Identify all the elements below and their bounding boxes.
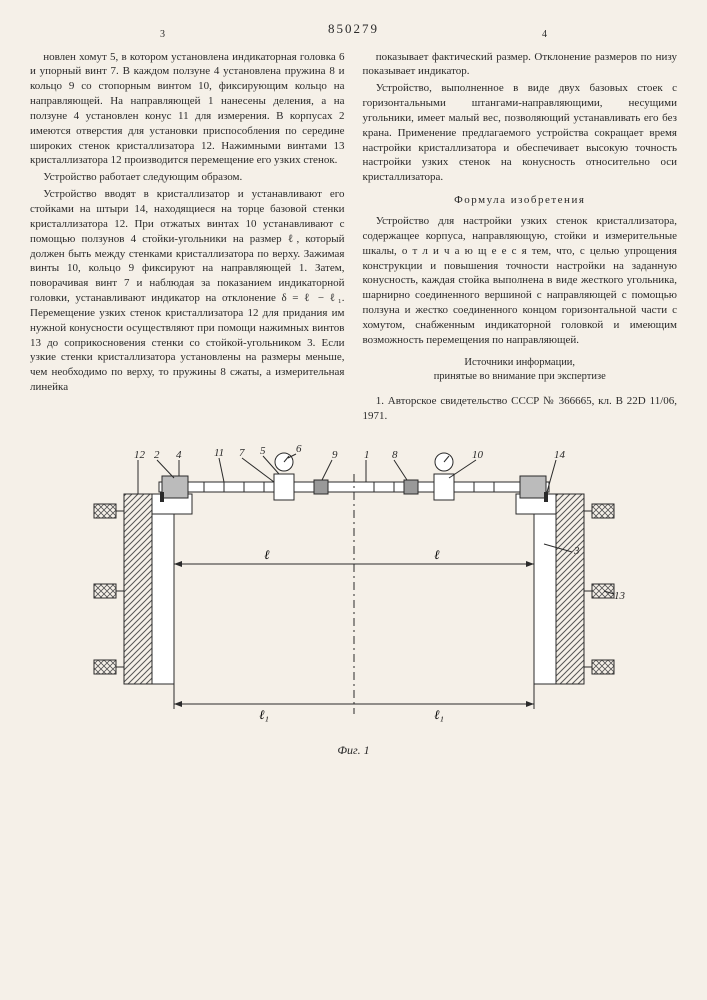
dim-l-right: ℓ [434,547,440,562]
para: новлен хомут 5, в котором установлена ин… [30,50,345,169]
para: показывает фактический размер. Отклонени… [363,50,678,80]
dim-l1-right: ℓ₁ [434,707,444,722]
para: Устройство работает следующим образом. [30,170,345,185]
body-text: новлен хомут 5, в котором установлена ин… [30,50,677,425]
label-2: 2 [154,449,160,461]
formula-body: Устройство для настройки узких стенок кр… [363,214,678,348]
label-1: 1 [364,449,370,461]
sources-line2: принятые во внимание при экспертизе [434,371,606,382]
dim-l-left: ℓ [264,547,270,562]
label-10: 10 [472,449,484,461]
label-9: 9 [332,449,338,461]
label-5: 5 [260,445,266,457]
document-number: 850279 [30,20,677,38]
page-num-left: 3 [160,28,165,42]
para: Устройство вводят в кристаллизатор и уст… [30,187,345,395]
source-item: 1. Авторское свидетельство СССР № 366665… [363,394,678,424]
figure-caption: Фиг. 1 [30,742,677,758]
sources-heading: Источники информации, принятые во вниман… [363,356,678,384]
page-num-right: 4 [542,28,547,42]
label-14: 14 [554,449,566,461]
label-12: 12 [134,449,146,461]
dim-l1-left: ℓ₁ [259,707,269,722]
label-7: 7 [239,447,245,459]
label-4: 4 [176,449,182,461]
para: Устройство, выполненное в виде двух базо… [363,81,678,185]
figure-1: ℓ ℓ ℓ₁ ℓ₁ 12 2 4 11 7 5 6 9 1 8 10 14 3 … [30,444,677,758]
sources-line1: Источники информации, [464,357,575,368]
label-3: 3 [573,545,580,557]
label-8: 8 [392,449,398,461]
label-11: 11 [214,447,224,459]
label-13: 13 [614,590,626,602]
label-6: 6 [296,444,302,455]
formula-heading: Формула изобретения [363,193,678,208]
